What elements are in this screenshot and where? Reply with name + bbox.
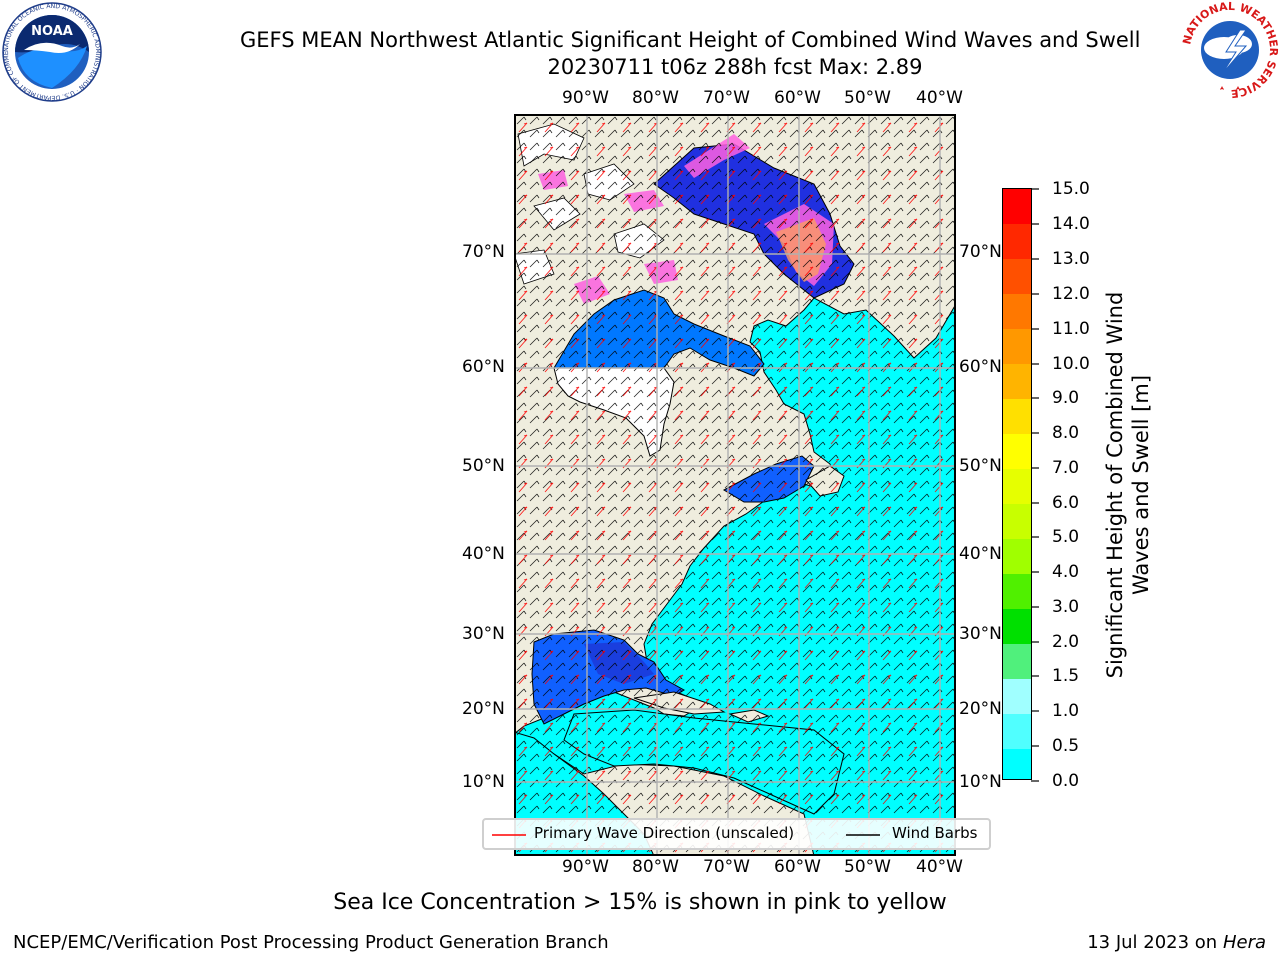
- lon-label-bottom: 80°W: [632, 857, 679, 877]
- legend-wave-direction-label: Primary Wave Direction (unscaled): [534, 824, 795, 842]
- colorbar-tick: 14.0: [1052, 214, 1090, 234]
- lat-label-right: 50°N: [959, 456, 1002, 476]
- lon-label-top: 90°W: [562, 88, 609, 108]
- lat-label-right: 20°N: [959, 699, 1002, 719]
- footer-date-text: 13 Jul 2023 on: [1087, 932, 1223, 953]
- colorbar-tick: 1.0: [1052, 701, 1080, 721]
- map-legend: Primary Wave Direction (unscaled) Wind B…: [482, 818, 991, 850]
- lon-label-top: 60°W: [774, 88, 821, 108]
- colorbar-segment: [1003, 259, 1031, 294]
- colorbar-segment: [1003, 224, 1031, 259]
- footer-branch: NCEP/EMC/Verification Post Processing Pr…: [13, 932, 609, 953]
- lat-label-left: 10°N: [462, 772, 505, 792]
- lon-label-bottom: 50°W: [844, 857, 891, 877]
- lat-label-left: 30°N: [462, 624, 505, 644]
- colorbar-tick: 9.0: [1052, 388, 1080, 408]
- noaa-logo: NATIONAL OCEANIC AND ATMOSPHERIC ADMINIS…: [2, 2, 102, 102]
- lon-label-top: 50°W: [844, 88, 891, 108]
- colorbar: [1002, 188, 1032, 780]
- colorbar-segment: [1003, 364, 1031, 399]
- lat-label-right: 10°N: [959, 772, 1002, 792]
- map-frame: [514, 114, 956, 856]
- colorbar-tick: 10.0: [1052, 354, 1090, 374]
- lat-label-right: 60°N: [959, 357, 1002, 377]
- colorbar-tick: 6.0: [1052, 493, 1080, 513]
- chart-subtitle: 20230711 t06z 288h fcst Max: 2.89: [547, 55, 923, 79]
- lon-label-top: 40°W: [916, 88, 963, 108]
- colorbar-tick: 13.0: [1052, 249, 1090, 269]
- colorbar-segment: [1003, 434, 1031, 469]
- colorbar-segment: [1003, 714, 1031, 749]
- colorbar-tick: 7.0: [1052, 458, 1080, 478]
- footer-date: 13 Jul 2023 on Hera: [1087, 932, 1266, 953]
- colorbar-segment: [1003, 469, 1031, 504]
- colorbar-tick: 0.5: [1052, 736, 1080, 756]
- colorbar-segment: [1003, 679, 1031, 714]
- colorbar-tickmarks: [1031, 188, 1039, 782]
- lat-label-right: 40°N: [959, 544, 1002, 564]
- lat-label-left: 20°N: [462, 699, 505, 719]
- colorbar-segment: [1003, 644, 1031, 679]
- lon-label-bottom: 90°W: [562, 857, 609, 877]
- wind-barbs-swatch: [846, 834, 880, 836]
- colorbar-tick: 1.5: [1052, 666, 1080, 686]
- colorbar-segment: [1003, 609, 1031, 644]
- colorbar-segment: [1003, 539, 1031, 574]
- lat-label-left: 40°N: [462, 544, 505, 564]
- sea-ice-note: Sea Ice Concentration > 15% is shown in …: [333, 890, 947, 915]
- colorbar-tick: 15.0: [1052, 179, 1090, 199]
- colorbar-segment: [1003, 189, 1031, 224]
- wave-direction-field: [516, 116, 954, 854]
- colorbar-tick: 12.0: [1052, 284, 1090, 304]
- colorbar-tick: 8.0: [1052, 423, 1080, 443]
- map-area: [514, 114, 956, 856]
- colorbar-tick: 5.0: [1052, 527, 1080, 547]
- lon-label-bottom: 70°W: [703, 857, 750, 877]
- wave-direction-swatch: [492, 834, 526, 836]
- chart-title: GEFS MEAN Northwest Atlantic Significant…: [240, 28, 1141, 52]
- colorbar-tick: 4.0: [1052, 562, 1080, 582]
- nws-logo: NATIONAL WEATHER SERVICE: [1180, 0, 1280, 100]
- colorbar-label: Significant Height of Combined Wind Wave…: [1103, 291, 1153, 679]
- colorbar-segment: [1003, 574, 1031, 609]
- legend-wind-barbs-label: Wind Barbs: [892, 824, 978, 842]
- lat-label-right: 70°N: [959, 242, 1002, 262]
- colorbar-segment: [1003, 504, 1031, 539]
- lat-label-left: 60°N: [462, 357, 505, 377]
- noaa-logo-text: NOAA: [31, 24, 73, 39]
- colorbar-tick: 0.0: [1052, 771, 1080, 791]
- colorbar-segment: [1003, 329, 1031, 364]
- lon-label-bottom: 40°W: [916, 857, 963, 877]
- lat-label-left: 50°N: [462, 456, 505, 476]
- graticule: [516, 116, 954, 854]
- lon-label-top: 70°W: [703, 88, 750, 108]
- footer-machine: Hera: [1222, 932, 1266, 953]
- colorbar-tick: 11.0: [1052, 319, 1090, 339]
- colorbar-segment: [1003, 399, 1031, 434]
- lon-label-top: 80°W: [632, 88, 679, 108]
- colorbar-segment: [1003, 294, 1031, 329]
- colorbar-tick: 2.0: [1052, 632, 1080, 652]
- colorbar-tick: 3.0: [1052, 597, 1080, 617]
- colorbar-segment: [1003, 749, 1031, 779]
- lon-label-bottom: 60°W: [774, 857, 821, 877]
- lat-label-left: 70°N: [462, 242, 505, 262]
- lat-label-right: 30°N: [959, 624, 1002, 644]
